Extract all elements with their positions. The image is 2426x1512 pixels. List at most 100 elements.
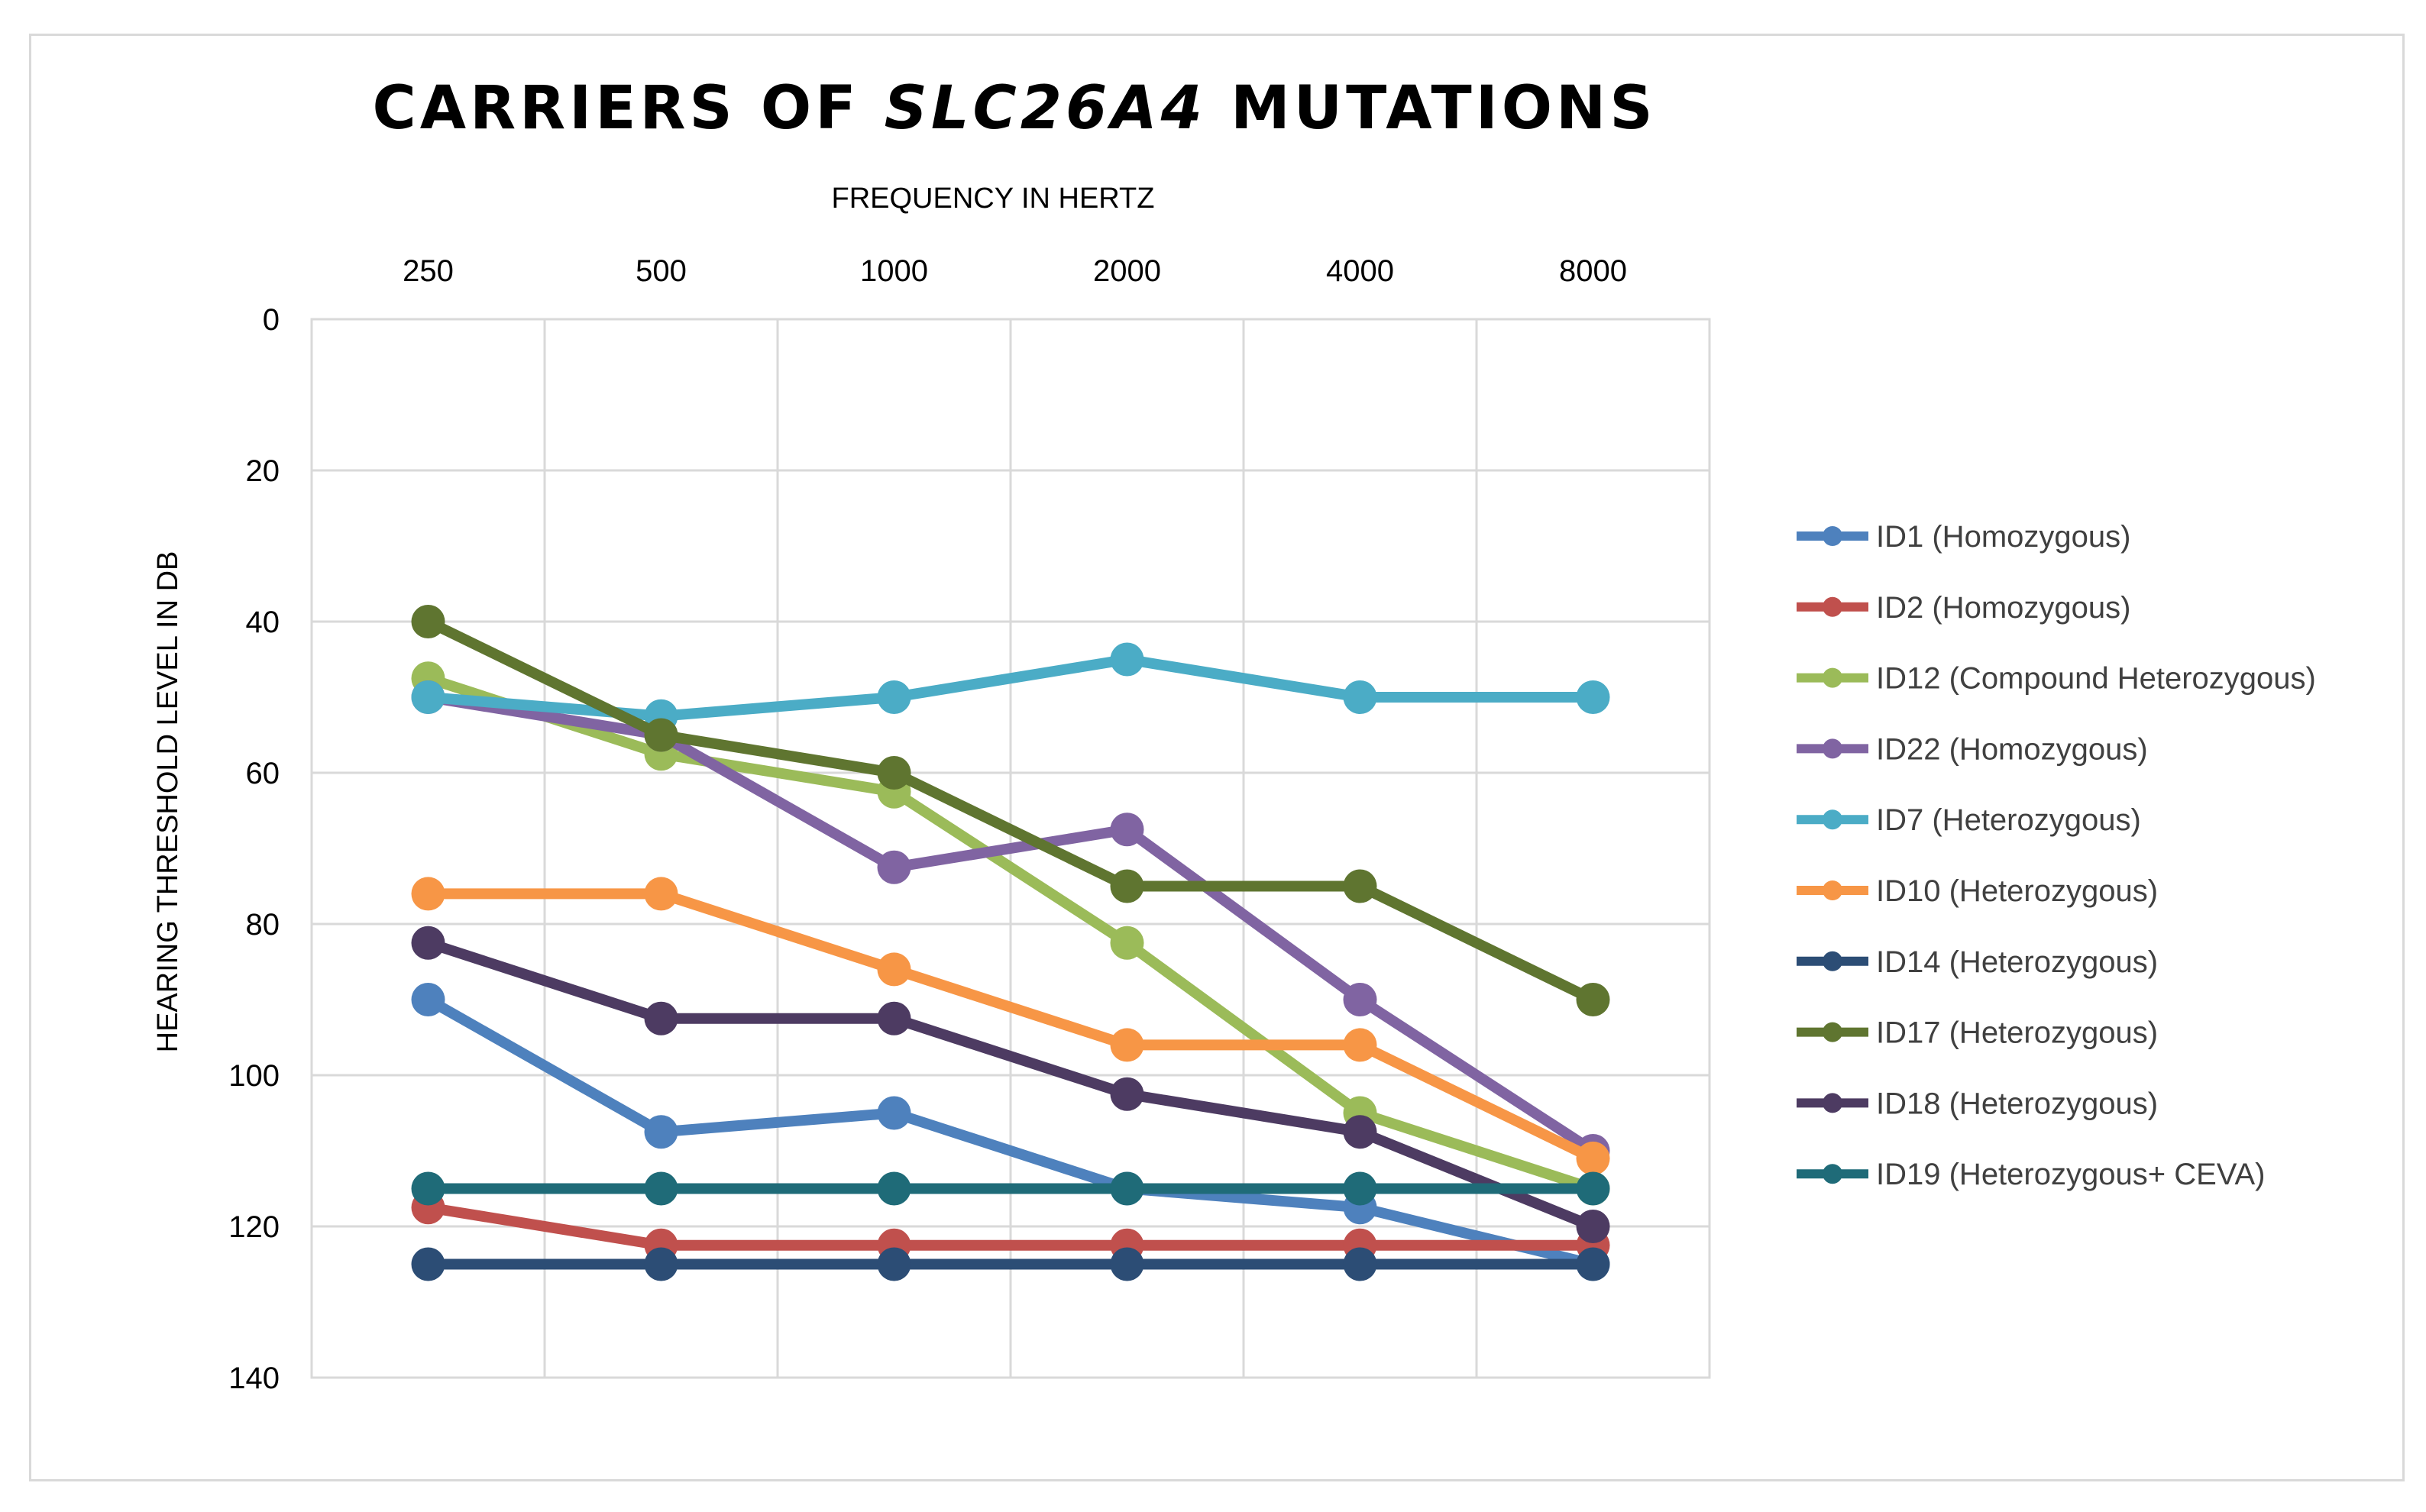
data-point bbox=[411, 1247, 445, 1281]
data-point bbox=[1110, 1247, 1144, 1281]
legend-item: ID18 (Heterozygous) bbox=[1797, 1087, 2158, 1120]
legend-swatch-marker bbox=[1823, 526, 1842, 546]
x-tick-labels: 250 500 1000 2000 4000 8000 bbox=[403, 254, 1627, 288]
chart-title: CARRIERS OF SLC26A4 MUTATIONS bbox=[372, 74, 1656, 143]
data-point bbox=[1576, 1171, 1610, 1206]
data-point bbox=[1343, 1115, 1377, 1149]
series-group bbox=[411, 1247, 1610, 1281]
legend-label: ID17 (Heterozygous) bbox=[1876, 1016, 2158, 1050]
y-tick-label: 80 bbox=[246, 908, 280, 942]
data-point bbox=[1110, 813, 1144, 847]
data-point bbox=[1110, 926, 1144, 960]
legend-item: ID17 (Heterozygous) bbox=[1797, 1016, 2158, 1050]
legend-swatch-marker bbox=[1823, 667, 1842, 688]
series-lines bbox=[411, 605, 1610, 1281]
data-point bbox=[644, 1115, 678, 1149]
x-tick-label: 4000 bbox=[1326, 254, 1394, 288]
x-tick-label: 500 bbox=[636, 254, 687, 288]
legend-item: ID12 (Compound Heterozygous) bbox=[1797, 662, 2316, 696]
data-point bbox=[644, 1001, 678, 1035]
data-point bbox=[1343, 680, 1377, 714]
legend-label: ID14 (Heterozygous) bbox=[1876, 945, 2158, 979]
x-tick-label: 250 bbox=[403, 254, 454, 288]
data-point bbox=[1576, 1141, 1610, 1175]
data-point bbox=[644, 1171, 678, 1206]
legend-swatch-marker bbox=[1823, 951, 1842, 971]
y-tick-label: 140 bbox=[228, 1362, 280, 1395]
y-tick-label: 100 bbox=[228, 1059, 280, 1093]
series-line bbox=[426, 673, 1595, 1194]
plot-area bbox=[310, 318, 1711, 1379]
legend-item: ID1 (Homozygous) bbox=[1797, 520, 2130, 554]
data-point bbox=[644, 877, 678, 911]
chart-title-part-2: SLC26A4 bbox=[885, 74, 1206, 143]
data-point bbox=[1110, 642, 1144, 677]
data-point bbox=[411, 877, 445, 911]
legend-item: ID7 (Heterozygous) bbox=[1797, 803, 2141, 837]
legend-item: ID19 (Heterozygous+ CEVA) bbox=[1797, 1158, 2265, 1191]
data-point bbox=[1110, 1028, 1144, 1062]
series-line bbox=[427, 692, 1596, 1155]
legend-item: ID22 (Homozygous) bbox=[1797, 732, 2148, 766]
legend-item: ID2 (Homozygous) bbox=[1797, 591, 2130, 625]
series-line bbox=[427, 1202, 1593, 1251]
legend-label: ID7 (Heterozygous) bbox=[1876, 803, 2141, 837]
data-point bbox=[877, 680, 911, 714]
data-point bbox=[1576, 1210, 1610, 1243]
x-tick-label: 2000 bbox=[1093, 254, 1161, 288]
legend-item: ID10 (Heterozygous) bbox=[1797, 874, 2158, 908]
legend-swatch-marker bbox=[1823, 1164, 1842, 1184]
legend-label: ID2 (Homozygous) bbox=[1876, 591, 2130, 625]
series-line bbox=[425, 994, 1595, 1270]
data-point bbox=[877, 952, 911, 987]
legend-swatch-marker bbox=[1823, 738, 1842, 759]
data-point bbox=[1110, 869, 1144, 903]
chart-title-part-3: MUTATIONS bbox=[1206, 74, 1657, 143]
data-point bbox=[411, 605, 445, 638]
data-point bbox=[644, 718, 678, 752]
legend-label: ID1 (Homozygous) bbox=[1876, 520, 2130, 554]
y-tick-label: 20 bbox=[246, 454, 280, 488]
data-point bbox=[1576, 680, 1610, 714]
series-line bbox=[426, 938, 1596, 1232]
data-point bbox=[1110, 1077, 1144, 1111]
x-tick-label: 1000 bbox=[860, 254, 928, 288]
y-axis-title: HEARING THRESHOLD LEVEL IN DB bbox=[152, 551, 184, 1053]
data-point bbox=[1110, 1171, 1144, 1206]
y-tick-label: 40 bbox=[246, 606, 280, 639]
data-point bbox=[411, 680, 445, 714]
x-axis-title: FREQUENCY IN HERTZ bbox=[832, 183, 1155, 215]
data-point bbox=[411, 983, 445, 1016]
series-line bbox=[425, 616, 1596, 1005]
data-point bbox=[877, 1247, 911, 1281]
legend: ID1 (Homozygous) ID2 (Homozygous) ID12 (Co… bbox=[1797, 520, 2316, 1191]
chart-title-part-1: CARRIERS OF bbox=[372, 74, 884, 143]
data-point bbox=[1343, 1171, 1377, 1206]
data-point bbox=[411, 1171, 445, 1206]
data-point bbox=[1343, 1247, 1377, 1281]
legend-label: ID19 (Heterozygous+ CEVA) bbox=[1876, 1158, 2265, 1191]
legend-item: ID14 (Heterozygous) bbox=[1797, 945, 2158, 979]
legend-swatch-marker bbox=[1823, 1093, 1842, 1113]
series-group bbox=[411, 926, 1610, 1243]
legend-label: ID22 (Homozygous) bbox=[1876, 732, 2148, 766]
data-point bbox=[1576, 983, 1610, 1016]
legend-swatch-marker bbox=[1823, 809, 1842, 830]
series-group bbox=[411, 1171, 1610, 1206]
y-tick-label: 0 bbox=[263, 303, 280, 337]
y-tick-label: 120 bbox=[228, 1210, 280, 1244]
x-tick-label: 8000 bbox=[1559, 254, 1627, 288]
data-point bbox=[877, 1096, 911, 1130]
data-point bbox=[1343, 869, 1377, 903]
y-tick-labels: 0 20 40 60 80 100 120 140 bbox=[228, 303, 280, 1395]
data-point bbox=[877, 850, 911, 884]
data-point bbox=[877, 1171, 911, 1206]
y-tick-label: 60 bbox=[246, 757, 280, 790]
data-point bbox=[411, 926, 445, 960]
legend-label: ID12 (Compound Heterozygous) bbox=[1876, 662, 2316, 696]
legend-swatch-marker bbox=[1823, 880, 1842, 900]
series-line bbox=[428, 888, 1596, 1164]
legend-label: ID18 (Heterozygous) bbox=[1876, 1087, 2158, 1120]
series-group bbox=[411, 877, 1610, 1175]
